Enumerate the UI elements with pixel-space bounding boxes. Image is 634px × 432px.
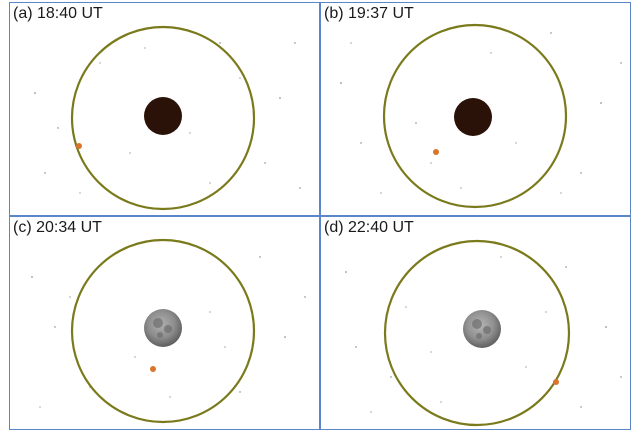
orbit-ring bbox=[70, 25, 256, 211]
panel-c: (c) 20:34 UT bbox=[10, 217, 319, 429]
orbit-ring bbox=[70, 238, 256, 424]
moon-full bbox=[144, 309, 182, 347]
orbit-ring bbox=[383, 239, 571, 427]
panel-b-scene bbox=[340, 23, 622, 209]
moon-maria bbox=[472, 319, 491, 339]
panel-a: (a) 18:40 UT bbox=[10, 3, 319, 215]
panel-b-label: (b) 19:37 UT bbox=[324, 5, 414, 22]
panel-d: (d) 22:40 UT bbox=[321, 217, 630, 429]
panel-d-label: (d) 22:40 UT bbox=[324, 219, 414, 236]
orbit-ring bbox=[382, 23, 568, 209]
star-field bbox=[340, 32, 622, 194]
panel-c-scene bbox=[31, 238, 306, 424]
moon-eclipsed bbox=[144, 97, 182, 135]
object-dot bbox=[76, 143, 82, 149]
image-grid: (a) 18:40 UT (b) 19:37 UT bbox=[9, 2, 631, 430]
panel-c-label: (c) 20:34 UT bbox=[13, 219, 102, 236]
panel-a-label: (a) 18:40 UT bbox=[13, 5, 103, 22]
star-field bbox=[345, 256, 622, 413]
object-dot bbox=[433, 149, 439, 155]
object-dot bbox=[150, 366, 156, 372]
moon-maria bbox=[153, 318, 172, 338]
panel-b: (b) 19:37 UT bbox=[321, 3, 630, 215]
moon-eclipsed bbox=[454, 98, 492, 136]
star-field bbox=[34, 42, 301, 194]
object-dot bbox=[553, 379, 559, 385]
moon-full bbox=[463, 310, 501, 348]
panel-d-scene bbox=[345, 239, 622, 427]
panel-a-scene bbox=[34, 25, 301, 211]
